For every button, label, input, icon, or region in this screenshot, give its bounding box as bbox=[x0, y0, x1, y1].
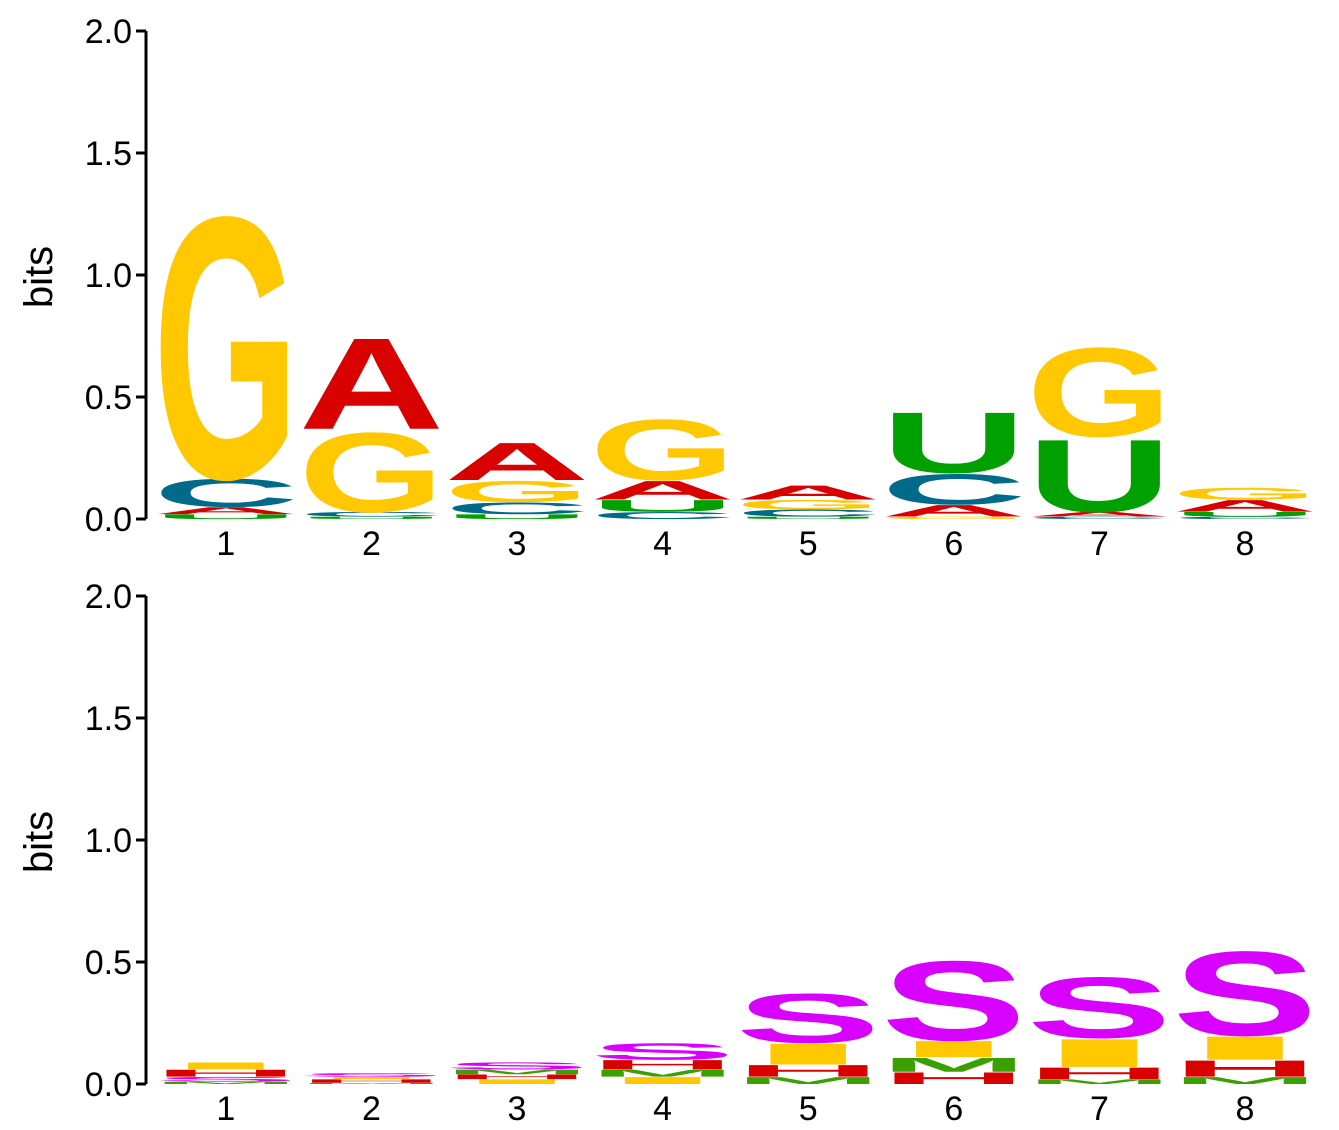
logo-letter-H-pos-1: H bbox=[153, 1068, 299, 1079]
logo-letter-A-pos-4: A bbox=[590, 475, 736, 505]
logo-letter-A-pos-5: A bbox=[735, 481, 881, 503]
logo-letter-I-pos-1: I bbox=[153, 1060, 299, 1071]
logo-letter-G-pos-1: G bbox=[153, 139, 299, 558]
logo-letter-M-pos-7: M bbox=[1027, 1078, 1173, 1085]
logo-letter-U-pos-2: U bbox=[299, 516, 445, 520]
logo-letter-M-pos-5: M bbox=[735, 1075, 881, 1086]
y-tick-label: 0.5 bbox=[85, 379, 132, 417]
y-tick-label: 1.0 bbox=[85, 257, 132, 295]
logo-letter-M-pos-2: M bbox=[299, 1082, 445, 1084]
x-tick-label: 3 bbox=[508, 1090, 527, 1128]
x-tick-label: 2 bbox=[362, 525, 381, 563]
y-tick-label: 1.5 bbox=[85, 135, 132, 173]
logo-letter-M-pos-1: M bbox=[153, 1081, 299, 1085]
x-tick-label: 4 bbox=[653, 525, 672, 563]
logo-letter-C-pos-7: C bbox=[1027, 516, 1173, 520]
logo-letter-U-pos-1: U bbox=[153, 513, 299, 520]
y-tick-label: 2.0 bbox=[85, 13, 132, 51]
logo-letter-A-pos-2: A bbox=[299, 310, 445, 456]
x-tick-label: 5 bbox=[799, 525, 818, 563]
logo-letter-A-pos-7: A bbox=[1027, 511, 1173, 518]
logo-letter-I-pos-7: I bbox=[1027, 1031, 1173, 1076]
logo-letter-I-pos-3: I bbox=[444, 1078, 590, 1085]
y-tick-label: 0.0 bbox=[85, 1066, 132, 1104]
logo-letter-U-pos-3: U bbox=[444, 513, 590, 520]
x-tick-label: 5 bbox=[799, 1090, 818, 1128]
logo-letter-G-pos-2: G bbox=[299, 409, 445, 536]
logo-letter-M-pos-4: M bbox=[590, 1068, 736, 1079]
logo-letter-S-pos-7: S bbox=[1027, 960, 1173, 1057]
logo-letter-S-pos-3: S bbox=[444, 1060, 590, 1071]
logo-letter-C-pos-3: C bbox=[444, 499, 590, 518]
x-tick-label: 8 bbox=[1236, 525, 1255, 563]
logo-letter-G-pos-5: G bbox=[735, 497, 881, 512]
y-tick-label: 2.0 bbox=[85, 578, 132, 616]
logo-letter-G-pos-7: G bbox=[1027, 321, 1173, 463]
logo-letter-H-pos-3: H bbox=[444, 1073, 590, 1080]
y-tick-label: 1.5 bbox=[85, 700, 132, 738]
logo-letter-C-pos-1: C bbox=[153, 470, 299, 515]
y-axis-label: bits bbox=[17, 811, 61, 873]
logo-letter-I-pos-8: I bbox=[1172, 1029, 1318, 1066]
x-tick-label: 4 bbox=[653, 1090, 672, 1128]
logo-letter-C-pos-8: C bbox=[1172, 516, 1318, 520]
logo-letter-M-pos-8: M bbox=[1172, 1075, 1318, 1086]
logo-letter-G-pos-3: G bbox=[444, 475, 590, 508]
logo-letter-U-pos-8: U bbox=[1172, 511, 1318, 518]
x-tick-label: 7 bbox=[1090, 1090, 1109, 1128]
y-tick-label: 0.5 bbox=[85, 944, 132, 982]
logo-letter-A-pos-3: A bbox=[444, 432, 590, 492]
logo-letter-U-pos-6: U bbox=[881, 394, 1027, 491]
logo-letter-H-pos-5: H bbox=[735, 1062, 881, 1081]
x-tick-label: 7 bbox=[1090, 525, 1109, 563]
x-tick-label: 1 bbox=[216, 525, 235, 563]
y-axis-label: bits bbox=[17, 246, 61, 308]
logo-letter-A-pos-6: A bbox=[881, 502, 1027, 521]
logo-letter-I-pos-4: I bbox=[590, 1075, 736, 1086]
logo-letter-C-pos-4: C bbox=[590, 510, 736, 521]
logo-letter-I-pos-5: I bbox=[735, 1037, 881, 1071]
x-tick-label: 1 bbox=[216, 1090, 235, 1128]
x-tick-label: 6 bbox=[944, 1090, 963, 1128]
logo-letter-I-pos-6: I bbox=[881, 1036, 1027, 1062]
y-tick-label: 0.0 bbox=[85, 501, 132, 539]
logo-letter-S-pos-1: S bbox=[153, 1075, 299, 1082]
x-tick-label: 6 bbox=[944, 525, 963, 563]
logo-letter-C-pos-2: C bbox=[299, 511, 445, 518]
logo-letter-A-pos-1: A bbox=[153, 505, 299, 516]
logo-letter-S-pos-5: S bbox=[735, 979, 881, 1057]
logo-letter-G-pos-6: G bbox=[881, 516, 1027, 520]
y-tick-label: 1.0 bbox=[85, 822, 132, 860]
x-tick-label: 8 bbox=[1236, 1090, 1255, 1128]
logo-letter-H-pos-4: H bbox=[590, 1057, 736, 1072]
logo-letter-I-pos-2: I bbox=[299, 1076, 445, 1080]
logo-letter-C-pos-6: C bbox=[881, 465, 1027, 514]
logo-letter-S-pos-4: S bbox=[590, 1038, 736, 1064]
logo-letter-C-pos-5: C bbox=[735, 508, 881, 519]
logo-letter-H-pos-2: H bbox=[299, 1078, 445, 1084]
logo-letter-M-pos-3: M bbox=[444, 1068, 590, 1075]
logo-letter-U-pos-4: U bbox=[590, 497, 736, 516]
logo-letter-S-pos-6: S bbox=[881, 937, 1027, 1064]
logo-letter-U-pos-5: U bbox=[735, 516, 881, 520]
logo-letter-A-pos-8: A bbox=[1172, 497, 1318, 516]
logo-letter-U-pos-7: U bbox=[1027, 418, 1173, 534]
logo-letter-H-pos-7: H bbox=[1027, 1064, 1173, 1083]
logo-letter-G-pos-8: G bbox=[1172, 485, 1318, 504]
logo-letter-H-pos-8: H bbox=[1172, 1056, 1318, 1082]
x-tick-label: 2 bbox=[362, 1090, 381, 1128]
logo-letter-S-pos-8: S bbox=[1172, 927, 1318, 1061]
x-tick-label: 3 bbox=[508, 525, 527, 563]
logo-letter-H-pos-6: H bbox=[881, 1069, 1027, 1088]
logo-letter-G-pos-4: G bbox=[590, 401, 736, 498]
logo-letter-S-pos-2: S bbox=[299, 1072, 445, 1078]
logo-letter-M-pos-6: M bbox=[881, 1054, 1027, 1076]
